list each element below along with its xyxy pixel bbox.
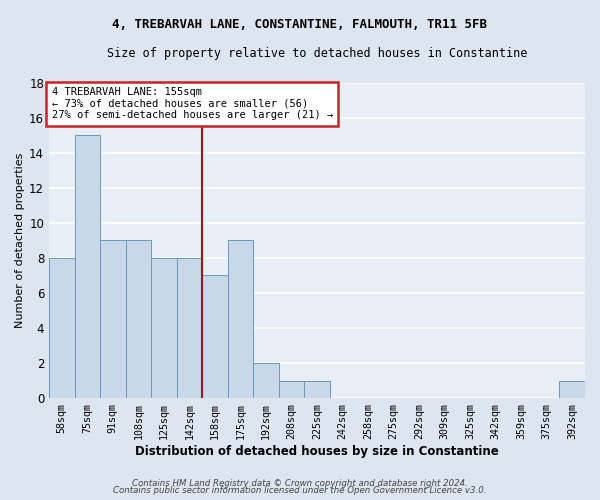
Title: Size of property relative to detached houses in Constantine: Size of property relative to detached ho…	[107, 48, 527, 60]
Text: Contains HM Land Registry data © Crown copyright and database right 2024.: Contains HM Land Registry data © Crown c…	[132, 478, 468, 488]
Bar	[202, 276, 227, 398]
Bar	[125, 240, 151, 398]
Text: Contains public sector information licensed under the Open Government Licence v3: Contains public sector information licen…	[113, 486, 487, 495]
Bar	[279, 380, 304, 398]
Bar	[304, 380, 330, 398]
Bar	[559, 380, 585, 398]
Bar	[151, 258, 176, 398]
Bar	[100, 240, 125, 398]
Bar	[74, 135, 100, 398]
Bar	[49, 258, 74, 398]
Text: 4 TREBARVAH LANE: 155sqm
← 73% of detached houses are smaller (56)
27% of semi-d: 4 TREBARVAH LANE: 155sqm ← 73% of detach…	[52, 87, 333, 120]
Bar	[176, 258, 202, 398]
Bar	[227, 240, 253, 398]
Text: 4, TREBARVAH LANE, CONSTANTINE, FALMOUTH, TR11 5FB: 4, TREBARVAH LANE, CONSTANTINE, FALMOUTH…	[113, 18, 487, 30]
Y-axis label: Number of detached properties: Number of detached properties	[15, 152, 25, 328]
Bar	[253, 363, 279, 398]
X-axis label: Distribution of detached houses by size in Constantine: Distribution of detached houses by size …	[135, 444, 499, 458]
